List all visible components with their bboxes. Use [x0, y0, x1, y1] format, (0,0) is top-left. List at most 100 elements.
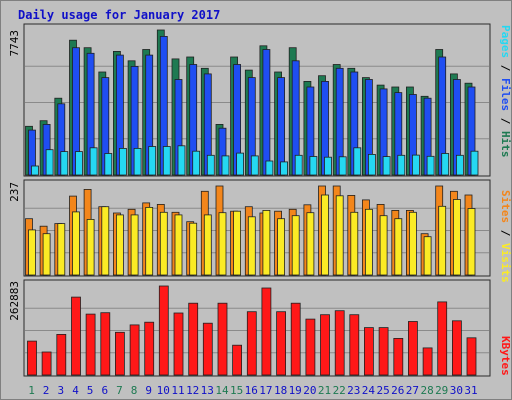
- legend-pages: Pages: [499, 25, 512, 58]
- x-axis-day-label: 10: [157, 384, 170, 397]
- x-axis-day-label: 23: [347, 384, 360, 397]
- kbytes-kbytes-bar: [276, 311, 287, 376]
- visits-sites-bar: [321, 194, 329, 276]
- x-axis-day-label: 16: [245, 384, 258, 397]
- hits-pages-bar: [280, 161, 289, 176]
- kbytes-kbytes-bar: [144, 321, 155, 376]
- visits-sites-bar: [174, 214, 183, 276]
- kbytes-kbytes-bar: [407, 321, 418, 376]
- visits-sites-bar: [467, 208, 476, 276]
- hits-legend: Pages / Files / Hits: [499, 25, 512, 158]
- visits-sites-bar: [189, 222, 198, 276]
- hits-pages-bar: [206, 154, 215, 176]
- visits-sites-bar: [218, 212, 227, 276]
- x-axis-day-label: 9: [145, 384, 152, 397]
- x-axis-day-label: 15: [230, 384, 243, 397]
- kbytes-kbytes-bar: [188, 302, 199, 376]
- x-axis-day-label: 20: [303, 384, 316, 397]
- visits-sites-bar: [438, 205, 447, 276]
- x-axis-day-label: 21: [318, 384, 331, 397]
- hits-pages-bar: [397, 154, 406, 176]
- kbytes-kbytes-bar: [334, 310, 345, 376]
- kbytes-kbytes-bar: [393, 337, 404, 376]
- hits-pages-bar: [192, 150, 201, 176]
- visits-sites-bar: [203, 214, 212, 276]
- kbytes-kbytes-bar: [173, 312, 184, 376]
- visits-sites-bar: [86, 218, 95, 276]
- hits-pages-bar: [60, 151, 69, 176]
- x-axis-day-label: 28: [420, 384, 433, 397]
- kbytes-kbytes-bar: [115, 331, 125, 376]
- kbytes-kbytes-bar: [466, 337, 477, 376]
- hits-pages-bar: [367, 153, 376, 176]
- x-axis-day-label: 22: [333, 384, 346, 397]
- visits-sites-bar: [452, 199, 461, 276]
- visits-sites-bar: [159, 211, 168, 276]
- kbytes-kbytes-bar: [349, 314, 360, 376]
- visits-sites-bar: [364, 208, 373, 276]
- hits-max-label: 7743: [8, 30, 21, 57]
- visits-sites-bar: [423, 236, 432, 276]
- x-axis-day-label: 29: [435, 384, 448, 397]
- hits-files-bar: [262, 49, 271, 176]
- hits-pages-bar: [133, 147, 142, 176]
- kbytes-legend: KBytes: [499, 336, 512, 376]
- x-axis-day-label: 1: [28, 384, 35, 397]
- hits-pages-bar: [221, 155, 230, 176]
- kbytes-kbytes-bar: [158, 285, 169, 376]
- kbytes-kbytes-bar: [41, 351, 52, 376]
- legend-hits: Hits: [499, 131, 512, 158]
- hits-pages-bar: [441, 153, 450, 176]
- kbytes-kbytes-bar: [305, 318, 316, 376]
- x-axis-day-label: 27: [406, 384, 419, 397]
- hits-pages-bar: [324, 156, 332, 176]
- x-axis-day-label: 4: [72, 384, 79, 397]
- kbytes-kbytes-bar: [71, 296, 81, 376]
- hits-pages-bar: [411, 154, 420, 176]
- hits-pages-bar: [236, 152, 245, 176]
- chart-marks: 1 2 3 4 5 6 7 8 9 10 11 12 13 14 15 16 17 18 19 20 21 22 23 24 2…: [25, 29, 489, 397]
- x-axis-day-label: 3: [57, 384, 64, 397]
- x-axis-day-label: 25: [376, 384, 389, 397]
- x-axis-day-label: 12: [186, 384, 199, 397]
- legend-files: Files: [499, 78, 512, 111]
- kbytes-kbytes-bar: [290, 302, 301, 376]
- visits-sites-bar: [379, 215, 388, 276]
- hits-files-bar: [277, 77, 286, 176]
- visits-sites-bar: [145, 206, 154, 276]
- hits-pages-bar: [104, 153, 113, 176]
- visits-sites-bar: [130, 214, 139, 276]
- kbytes-kbytes-bar: [217, 302, 228, 376]
- visits-sites-bar: [42, 233, 51, 276]
- kbytes-kbytes-bar: [451, 320, 462, 376]
- hits-pages-bar: [353, 147, 362, 176]
- kbytes-kbytes-bar: [27, 340, 37, 376]
- hits-pages-bar: [382, 156, 391, 176]
- x-axis-day-label: 11: [171, 384, 184, 397]
- visits-sites-bar: [408, 211, 417, 276]
- chart-title: Daily usage for January 2017: [18, 8, 220, 22]
- x-axis-day-label: 30: [450, 384, 463, 397]
- x-axis-day-label: 18: [274, 384, 287, 397]
- legend-sites: Sites: [499, 190, 512, 223]
- x-axis-day-label: 13: [201, 384, 214, 397]
- hits-pages-bar: [45, 149, 54, 176]
- hits-pages-bar: [338, 156, 347, 176]
- x-axis-day-label: 6: [101, 384, 108, 397]
- kbytes-kbytes-bar: [232, 344, 243, 376]
- visits-sites-bar: [350, 211, 359, 276]
- visits-sites-bar: [335, 195, 344, 276]
- x-axis-day-label: 7: [116, 384, 123, 397]
- kbytes-kbytes-bar: [129, 324, 140, 376]
- visits-sites-bar: [101, 206, 110, 276]
- hits-pages-bar: [162, 146, 171, 176]
- hits-pages-bar: [75, 151, 83, 176]
- kbytes-kbytes-bar: [56, 333, 67, 376]
- hits-pages-bar: [265, 160, 274, 176]
- visits-max-label: 237: [8, 182, 21, 202]
- kbytes-kbytes-bar: [422, 347, 433, 376]
- x-axis-day-label: 24: [362, 384, 376, 397]
- hits-pages-bar: [148, 146, 157, 176]
- visits-sites-bar: [233, 210, 242, 276]
- hits-pages-bar: [31, 165, 39, 176]
